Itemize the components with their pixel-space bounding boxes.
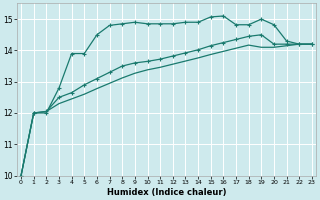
X-axis label: Humidex (Indice chaleur): Humidex (Indice chaleur) xyxy=(107,188,226,197)
